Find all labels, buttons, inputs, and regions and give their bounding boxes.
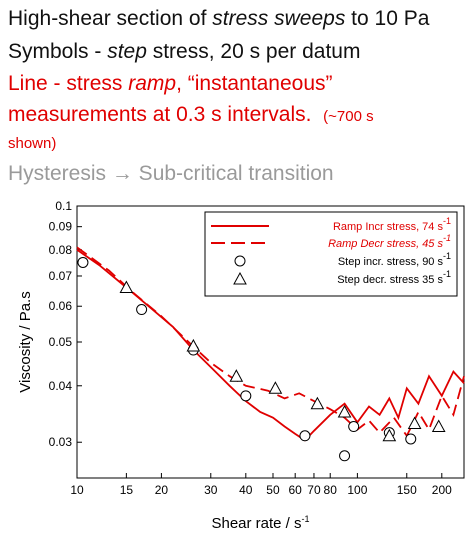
header-line-5: shown) — [8, 135, 57, 152]
step-incr-circle-point — [299, 430, 311, 442]
legend-step-decr-label: Step decr. stress 35 s-1 — [337, 269, 451, 286]
header-line-4: measurements at 0.3 s intervals. (~700 s — [8, 104, 374, 125]
header-line-2-c: stress, 20 s per datum — [146, 40, 361, 63]
x-tick-label: 30 — [204, 483, 218, 497]
header-line-1-b: stress sweeps — [212, 7, 346, 30]
header-line-3-b: ramp — [128, 72, 177, 95]
step-decr-triangle-point — [407, 416, 422, 430]
step-incr-circle-point — [339, 450, 351, 462]
x-tick-label: 50 — [266, 483, 280, 497]
header-line-1-c: to 10 Pa — [345, 7, 430, 30]
x-tick-label: 60 — [289, 483, 303, 497]
step-decr-triangle-point — [337, 404, 352, 418]
x-tick-label: 100 — [347, 483, 367, 497]
x-tick-label: 10 — [70, 483, 84, 497]
legend-ramp-decr-label: Ramp Decr stress, 45 s-1 — [328, 233, 451, 250]
y-tick-label: 0.05 — [49, 335, 73, 349]
x-tick-label: 15 — [120, 483, 134, 497]
x-axis-label: Shear rate / s-1 — [211, 514, 309, 532]
legend-step-incr-label: Step incr. stress, 90 s-1 — [338, 251, 451, 268]
x-tick-label: 70 — [307, 483, 321, 497]
step-decr-triangle-point — [229, 369, 244, 382]
y-tick-label: 0.1 — [55, 199, 72, 213]
legend-ramp-incr-label: Ramp Incr stress, 74 s-1 — [333, 216, 451, 233]
step-incr-circle-point — [348, 421, 360, 433]
x-tick-label: 80 — [324, 483, 338, 497]
step-incr-circle-point — [405, 433, 417, 445]
step-incr-circle-point — [77, 256, 89, 268]
header-line-2-a: Symbols - — [8, 40, 108, 63]
step-decr-triangle-point — [310, 396, 325, 410]
header-line-2-b: step — [107, 40, 147, 63]
legend-step-incr-swatch — [234, 255, 246, 267]
y-tick-label: 0.03 — [49, 435, 73, 449]
y-tick-label: 0.04 — [49, 379, 73, 393]
y-axis-label: Viscosity / Pa.s — [17, 291, 34, 392]
header-line-4-a: measurements at 0.3 s intervals. — [8, 103, 312, 126]
header-line-2: Symbols - step stress, 20 s per datum — [8, 41, 360, 62]
header-line-1-a: High-shear section of — [8, 7, 213, 30]
x-tick-label: 150 — [397, 483, 417, 497]
header-line-1: High-shear section of stress sweeps to 1… — [8, 8, 429, 29]
header-line-3-a: Line - stress — [8, 72, 129, 95]
header-line-4-b: (~700 s — [323, 108, 374, 125]
step-decr-triangle-point — [186, 338, 201, 352]
header-line-6: Hysteresis → Sub-critical transition — [8, 162, 334, 185]
header-line-3-c: , “instantaneous” — [176, 72, 333, 95]
y-tick-label: 0.08 — [49, 243, 73, 257]
header-line-3: Line - stress ramp, “instantaneous” — [8, 73, 333, 94]
step-decr-triangle-point — [268, 381, 283, 394]
step-decr-triangle-point — [119, 280, 134, 294]
legend-step-decr-swatch — [233, 271, 247, 285]
step-incr-circle-point — [136, 304, 148, 316]
step-decr-triangle-point — [382, 428, 397, 442]
x-tick-label: 20 — [155, 483, 169, 497]
step-decr-triangle-point — [431, 419, 446, 433]
x-tick-label: 40 — [239, 483, 253, 497]
x-tick-label: 200 — [432, 483, 452, 497]
y-tick-label: 0.07 — [49, 269, 73, 283]
step-incr-circle-point — [240, 390, 252, 402]
y-tick-label: 0.09 — [49, 220, 73, 234]
y-tick-label: 0.06 — [49, 299, 73, 313]
